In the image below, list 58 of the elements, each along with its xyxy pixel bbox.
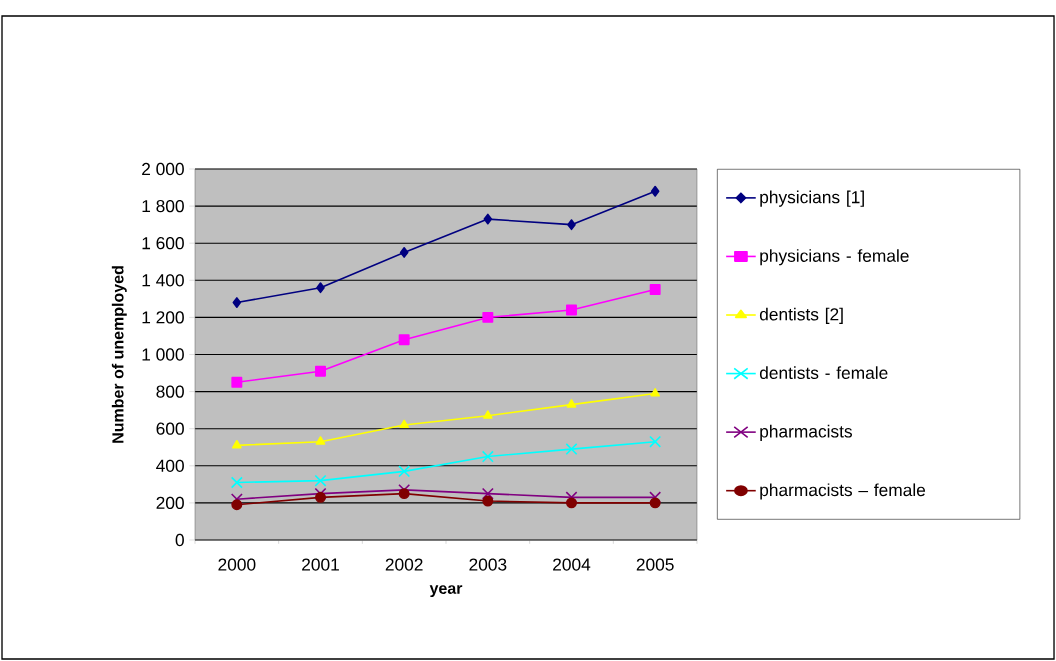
y-tick-label: 200 — [156, 496, 184, 510]
point — [231, 439, 242, 449]
point — [232, 297, 242, 309]
x-tick-label: 2003 — [469, 558, 507, 571]
point — [649, 497, 661, 509]
point — [650, 185, 660, 197]
y-tick-label: 1 800 — [142, 199, 184, 213]
y-tick-label: 800 — [156, 385, 184, 398]
y-tick-label: 400 — [156, 459, 184, 472]
y-tick-label: 1 400 — [142, 274, 184, 287]
point — [482, 410, 493, 419]
point — [315, 436, 326, 445]
point — [566, 497, 577, 509]
x-tick-label: 2005 — [636, 558, 674, 571]
point — [482, 495, 494, 507]
point — [315, 365, 326, 377]
point — [399, 247, 409, 258]
point — [567, 219, 576, 231]
y-axis-title: Number of unemployed — [111, 266, 127, 443]
point — [649, 284, 661, 296]
legend-label: physicians - female — [760, 249, 909, 266]
point — [482, 311, 494, 323]
point — [316, 282, 325, 294]
y-tick-label: 1 200 — [142, 311, 184, 324]
legend-label: dentists [2] — [759, 307, 843, 324]
x-tick-label: 2004 — [553, 558, 591, 571]
point — [231, 499, 243, 511]
y-tick-label: 0 — [175, 533, 184, 547]
x-tick-label: 2002 — [385, 558, 423, 571]
y-tick-label: 1 600 — [142, 237, 184, 250]
point — [566, 399, 577, 408]
y-tick-label: 2 000 — [142, 162, 184, 176]
point — [399, 419, 410, 429]
point — [230, 493, 243, 506]
x-tick-label: 2001 — [302, 558, 339, 571]
legend-label: physicians [1] — [760, 190, 864, 207]
point — [481, 487, 494, 500]
point — [231, 376, 243, 388]
point — [483, 213, 493, 225]
point — [481, 450, 494, 463]
point — [650, 387, 661, 397]
point — [230, 476, 243, 489]
legend-label: pharmacists – female — [760, 483, 926, 500]
y-tick-label: 600 — [156, 422, 184, 435]
point — [398, 334, 410, 346]
point — [565, 443, 578, 456]
point — [649, 435, 662, 448]
point — [398, 465, 411, 478]
legend-label: pharmacists — [760, 424, 853, 441]
point — [314, 474, 327, 487]
x-axis-title: year — [429, 585, 463, 598]
legend-label: dentists - female — [759, 366, 888, 380]
point — [398, 483, 411, 496]
point — [315, 491, 326, 503]
y-tick-label: 1 000 — [142, 348, 184, 361]
x-tick-label: 2000 — [218, 558, 256, 571]
point — [398, 488, 410, 500]
point — [566, 304, 577, 316]
